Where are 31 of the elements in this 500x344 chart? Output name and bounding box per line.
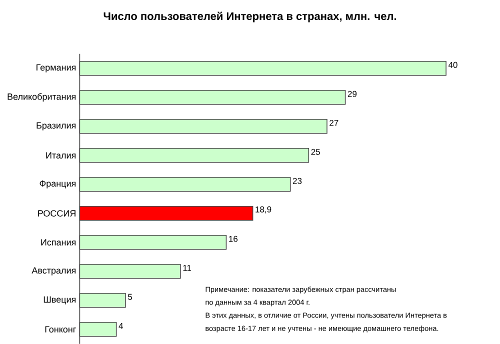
y-tick-label: Франция: [40, 180, 76, 188]
y-tick-label: Германия: [36, 64, 76, 72]
y-tick-label: Италия: [46, 152, 76, 158]
y-tick-label: Бразилия: [36, 122, 76, 130]
bar: [79, 176, 291, 192]
bar: [79, 234, 227, 250]
data-label: 27: [330, 120, 338, 126]
data-label: 29: [348, 90, 357, 97]
bar: [79, 206, 254, 221]
bar: [79, 90, 346, 105]
data-label: 11: [183, 264, 192, 271]
data-label: 40: [448, 62, 458, 68]
bar: [79, 60, 446, 76]
data-label: 25: [311, 148, 320, 155]
y-tick-label: Швеция: [44, 296, 76, 304]
data-label: 16: [229, 236, 238, 242]
bar: [79, 264, 181, 279]
data-label: 18,9: [256, 206, 272, 214]
chart-title: Число пользователей Интернета в странах, млн. чел.: [104, 12, 396, 22]
bar: [79, 118, 328, 134]
y-tick-label: Австралия: [32, 267, 76, 276]
data-label: 5: [128, 294, 132, 300]
bar: [79, 292, 126, 308]
data-label: 23: [292, 178, 302, 184]
y-tick-label: РОССИЯ: [38, 210, 76, 216]
y-tick-label: Испания: [41, 239, 76, 246]
bar: [79, 322, 117, 337]
y-tick-label: Великобритания: [8, 92, 76, 102]
bar: [79, 148, 310, 163]
data-label: 4: [118, 322, 124, 329]
y-tick-label: Гонконг: [45, 326, 76, 332]
